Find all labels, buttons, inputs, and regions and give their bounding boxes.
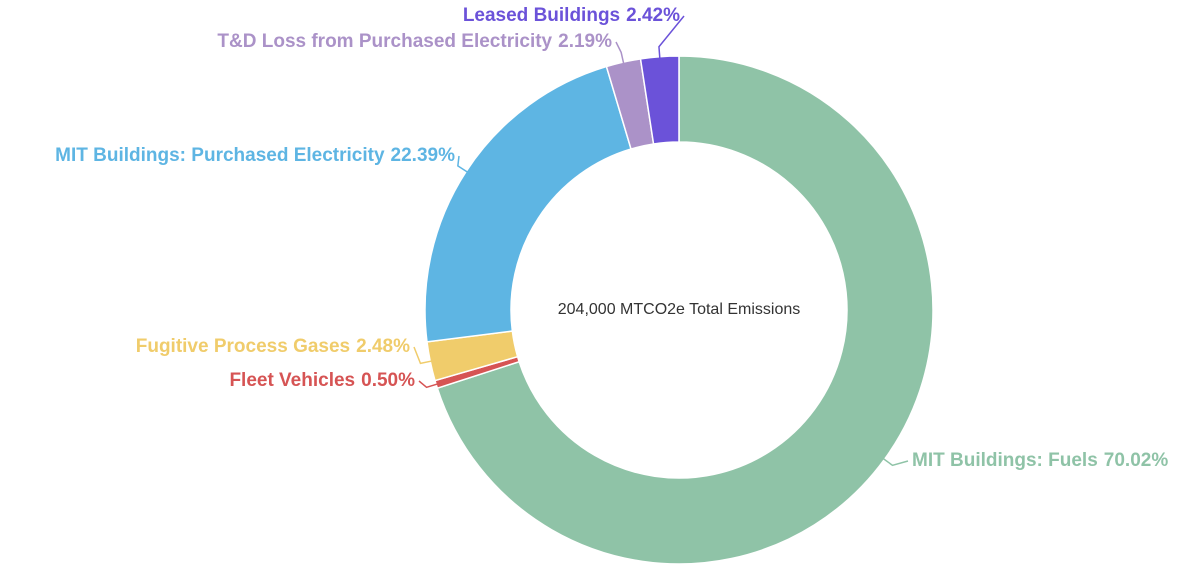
slice-label-name: Fugitive Process Gases xyxy=(136,336,350,357)
donut-slice xyxy=(436,55,934,565)
leader-line xyxy=(418,380,439,389)
slice-label-value: 2.42% xyxy=(626,5,680,26)
donut-slice xyxy=(639,55,680,145)
slice-label: Fleet Vehicles 0.50% xyxy=(229,370,415,391)
slice-label: MIT Buildings: Fuels 70.02% xyxy=(912,450,1168,471)
leader-line xyxy=(615,41,625,65)
slice-label-value: 2.48% xyxy=(356,336,410,357)
slice-label-name: T&D Loss from Purchased Electricity xyxy=(217,31,552,52)
center-annotation-bg xyxy=(549,297,809,323)
leader-line xyxy=(882,457,909,467)
slice-label-name: MIT Buildings: Fuels xyxy=(912,450,1098,471)
slice-label: T&D Loss from Purchased Electricity 2.19% xyxy=(217,31,612,52)
slice-label-value: 2.19% xyxy=(558,31,612,52)
slice-label-name: Leased Buildings xyxy=(463,5,620,26)
leader-line xyxy=(658,15,685,59)
leader-line xyxy=(413,346,433,365)
slice-label-name: Fleet Vehicles xyxy=(229,370,355,391)
leader-line xyxy=(457,155,469,174)
donut-slice xyxy=(424,65,632,343)
slice-label: MIT Buildings: Purchased Electricity 22.3… xyxy=(55,145,455,166)
slice-label: Fugitive Process Gases 2.48% xyxy=(136,336,410,357)
slice-label: Leased Buildings 2.42% xyxy=(463,5,680,26)
slice-label-name: MIT Buildings: Purchased Electricity xyxy=(55,145,385,166)
slice-label-value: 0.50% xyxy=(361,370,415,391)
slice-label-value: 22.39% xyxy=(391,145,456,166)
slice-label-value: 70.02% xyxy=(1104,450,1169,471)
center-annotation: 204,000 MTCO2e Total Emissions xyxy=(558,301,800,318)
